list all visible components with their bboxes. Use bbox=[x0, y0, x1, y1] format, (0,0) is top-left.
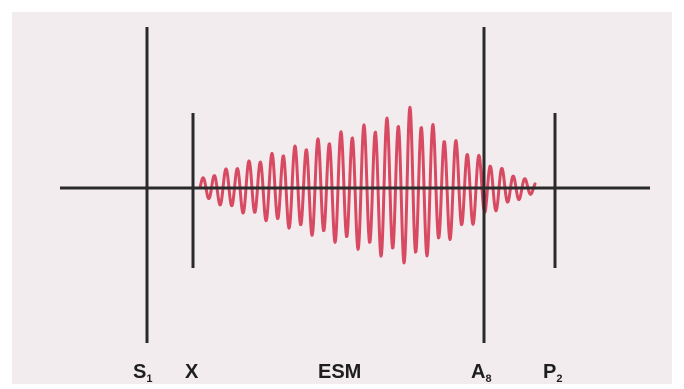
label-p2-sub: 2 bbox=[556, 373, 562, 384]
label-a8-sub: 8 bbox=[485, 373, 491, 384]
label-esm: ESM bbox=[318, 361, 361, 383]
label-a8: A8 bbox=[471, 361, 492, 384]
label-x-main: X bbox=[185, 361, 199, 383]
label-x: X bbox=[185, 361, 199, 383]
label-p2: P2 bbox=[543, 361, 562, 384]
label-s1-main: S bbox=[133, 361, 146, 383]
label-esm-main: ESM bbox=[318, 361, 361, 383]
label-s1-sub: 1 bbox=[146, 373, 152, 384]
diagram-panel bbox=[12, 12, 672, 384]
label-p2-main: P bbox=[543, 361, 556, 383]
waveform-trace bbox=[198, 105, 537, 265]
label-s1: S1 bbox=[133, 361, 152, 384]
label-a8-main: A bbox=[471, 361, 485, 383]
